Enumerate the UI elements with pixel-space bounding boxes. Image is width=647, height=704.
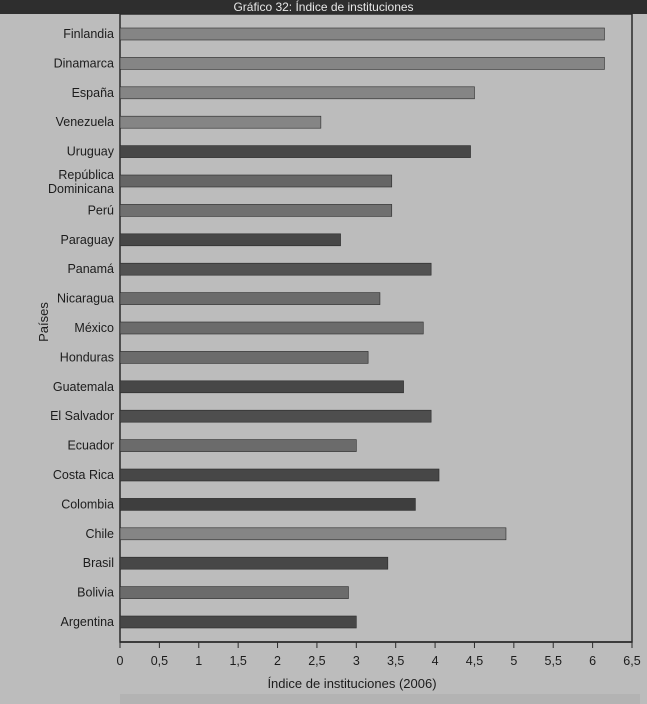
category-label: Venezuela xyxy=(56,115,114,129)
category-label: El Salvador xyxy=(50,409,114,423)
bar-bolivia xyxy=(119,586,349,599)
category-label: Brasil xyxy=(83,556,114,570)
bar-espa-a xyxy=(119,86,475,100)
category-label: México xyxy=(74,321,114,335)
x-tick-label: 2 xyxy=(274,654,281,668)
chart-banner-title: Gráfico 32: Índice de instituciones xyxy=(0,0,647,14)
x-tick-label: 2,5 xyxy=(308,654,325,668)
bar-m-xico xyxy=(119,321,424,335)
category-label: Argentina xyxy=(60,615,114,629)
category-label: Nicaragua xyxy=(57,292,114,306)
category-label: Colombia xyxy=(61,497,114,511)
bar-nicaragua xyxy=(119,292,381,305)
x-ticks-group: 0 0,5 1 1,5 2 2,5 3 3,5 4 4,5 5 5,5 6 6,5 xyxy=(117,642,641,668)
category-label: Ecuador xyxy=(67,439,114,453)
bar-per- xyxy=(119,204,393,217)
x-tick-label: 0,5 xyxy=(151,654,168,668)
category-label: Panamá xyxy=(67,262,114,276)
x-tick-label: 1,5 xyxy=(229,654,246,668)
category-label: Dinamarca xyxy=(54,56,114,70)
x-tick-label: 4,5 xyxy=(466,654,483,668)
bar-el-salvador xyxy=(119,409,432,423)
x-tick-label: 6 xyxy=(589,654,596,668)
bar-chile xyxy=(119,527,507,541)
bar-venezuela xyxy=(119,115,322,129)
bar-brasil xyxy=(119,556,389,570)
bar-finlandia xyxy=(119,27,605,41)
category-label: España xyxy=(72,86,114,100)
x-tick-label: 0 xyxy=(117,654,124,668)
x-tick-label: 5,5 xyxy=(545,654,562,668)
x-tick-label: 3 xyxy=(353,654,360,668)
bar-uruguay xyxy=(119,145,471,158)
category-label: Chile xyxy=(86,527,115,541)
y-axis-label: Países xyxy=(36,302,51,342)
category-label: Bolivia xyxy=(77,586,114,600)
bars-group xyxy=(119,27,605,629)
bar-dinamarca xyxy=(119,57,605,70)
category-label: Guatemala xyxy=(53,380,114,394)
category-label: Honduras xyxy=(60,350,114,364)
category-label: Perú xyxy=(88,203,114,217)
x-tick-label: 4 xyxy=(432,654,439,668)
category-label: Costa Rica xyxy=(53,468,114,482)
x-axis-label: Índice de instituciones (2006) xyxy=(267,676,436,691)
category-labels-group: Finlandia Dinamarca España Venezuela Uruguay… xyxy=(48,27,115,629)
x-tick-label: 3,5 xyxy=(387,654,404,668)
bar-argentina xyxy=(119,615,357,629)
category-label: República Dominicana xyxy=(48,168,114,196)
bar-panam- xyxy=(119,262,432,276)
bar-rep-blica-dominicana xyxy=(119,174,393,188)
bar-ecuador xyxy=(119,439,357,452)
bar-paraguay xyxy=(119,233,341,247)
bar-costa-rica xyxy=(119,468,440,482)
bar-colombia xyxy=(119,498,416,511)
category-label: Uruguay xyxy=(67,145,115,159)
category-label: Finlandia xyxy=(63,27,114,41)
bar-honduras xyxy=(119,351,369,364)
x-tick-label: 5 xyxy=(510,654,517,668)
footer-band xyxy=(120,694,640,704)
category-label: Paraguay xyxy=(60,233,114,247)
bar-guatemala xyxy=(119,380,404,394)
x-tick-label: 1 xyxy=(195,654,202,668)
x-tick-label: 6,5 xyxy=(623,654,640,668)
